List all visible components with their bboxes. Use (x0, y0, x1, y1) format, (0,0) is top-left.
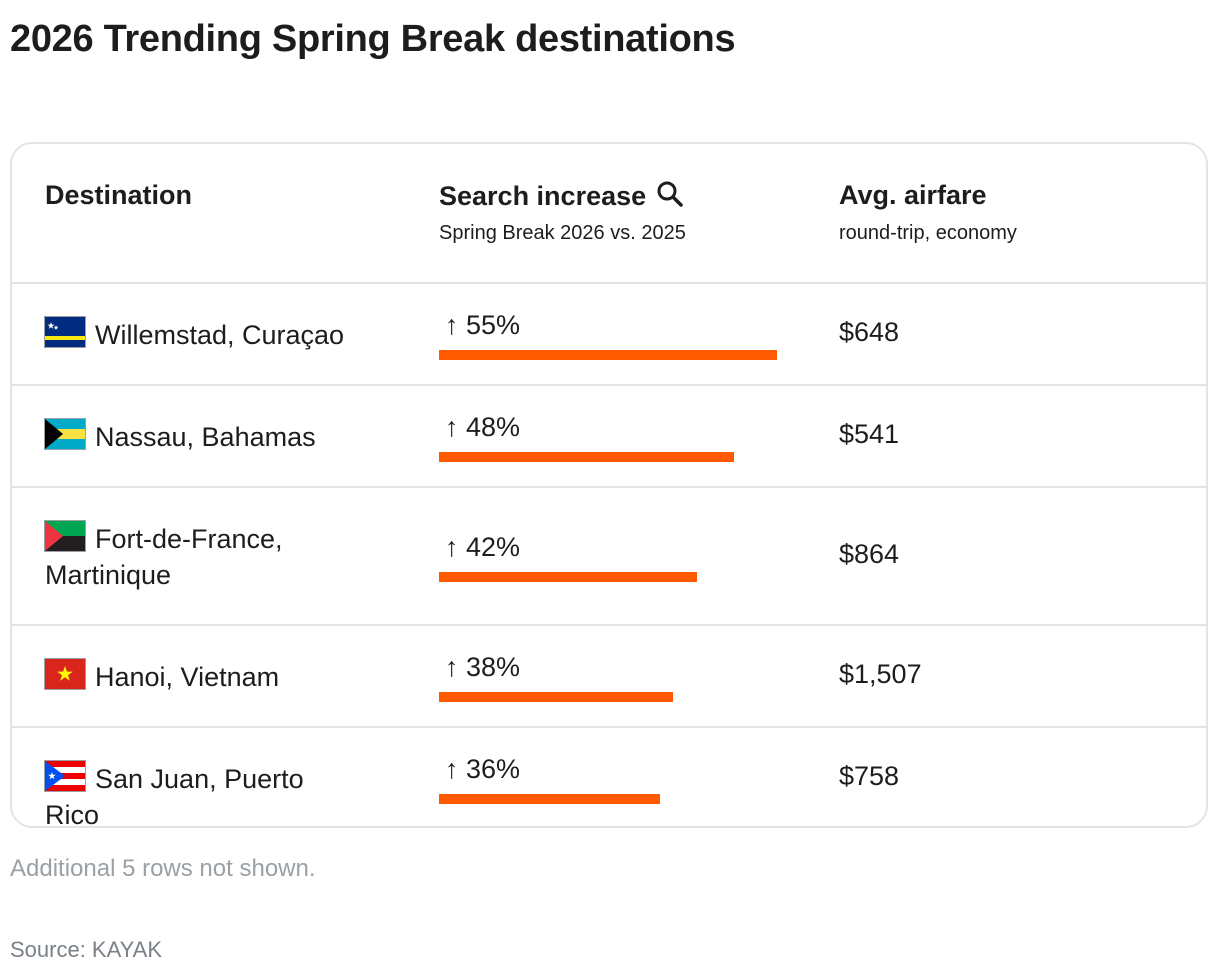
destination-cell: Nassau, Bahamas (45, 419, 365, 455)
vietnam-flag-icon (45, 659, 85, 689)
table-row: Fort-de-France, Martinique ↑ 42% $864 (12, 488, 1206, 626)
airfare-value: $1,507 (839, 659, 922, 689)
airfare-value: $648 (839, 317, 900, 347)
destination-cell: San Juan, Puerto Rico (45, 761, 365, 828)
destinations-table: Destination Search increase Spring Break… (10, 142, 1208, 828)
search-increase-value: ↑ 55% (445, 310, 521, 340)
search-increase-column-header[interactable]: Search increase (439, 180, 684, 215)
search-increase-value: ↑ 42% (445, 532, 521, 562)
destination-cell: Willemstad, Curaçao (45, 317, 365, 353)
search-increase-header-label: Search increase (439, 181, 647, 211)
puerto-rico-flag-icon (45, 761, 85, 791)
table-row: San Juan, Puerto Rico ↑ 36% $758 (12, 728, 1206, 828)
rows-not-shown-note: Additional 5 rows not shown. (10, 855, 316, 882)
search-increase-value: ↑ 38% (445, 652, 521, 682)
curacao-flag-icon (45, 317, 85, 347)
search-increase-bar (439, 794, 660, 804)
destination-name: San Juan, Puerto Rico (45, 764, 304, 828)
airfare-value: $758 (839, 761, 900, 791)
search-increase-bar (439, 350, 777, 360)
destination-cell: Fort-de-France, Martinique (45, 521, 365, 593)
page-title: 2026 Trending Spring Break destinations (10, 18, 736, 60)
bahamas-flag-icon (45, 419, 85, 449)
destination-name: Fort-de-France, Martinique (45, 524, 283, 590)
search-increase-subheader: Spring Break 2026 vs. 2025 (439, 222, 686, 244)
source-note: Source: KAYAK (10, 937, 163, 962)
destination-column-header: Destination (45, 180, 193, 210)
search-increase-bar (439, 692, 673, 702)
search-increase-bar (439, 572, 697, 582)
table-row: Hanoi, Vietnam ↑ 38% $1,507 (12, 626, 1206, 728)
airfare-value: $541 (839, 419, 900, 449)
airfare-value: $864 (839, 539, 900, 569)
search-increase-bar (439, 452, 734, 462)
search-icon (656, 180, 684, 215)
airfare-column-header: Avg. airfare (839, 180, 987, 210)
destination-name: Hanoi, Vietnam (95, 662, 280, 692)
table-row: Willemstad, Curaçao ↑ 55% $648 (12, 284, 1206, 386)
search-increase-value: ↑ 36% (445, 754, 521, 784)
destination-name: Nassau, Bahamas (95, 422, 316, 452)
table-row: Nassau, Bahamas ↑ 48% $541 (12, 386, 1206, 488)
martinique-flag-icon (45, 521, 85, 551)
destination-cell: Hanoi, Vietnam (45, 659, 365, 695)
destination-name: Willemstad, Curaçao (95, 320, 345, 350)
table-header: Destination Search increase Spring Break… (12, 144, 1206, 284)
search-increase-value: ↑ 48% (445, 412, 521, 442)
airfare-subheader: round-trip, economy (839, 222, 1017, 244)
